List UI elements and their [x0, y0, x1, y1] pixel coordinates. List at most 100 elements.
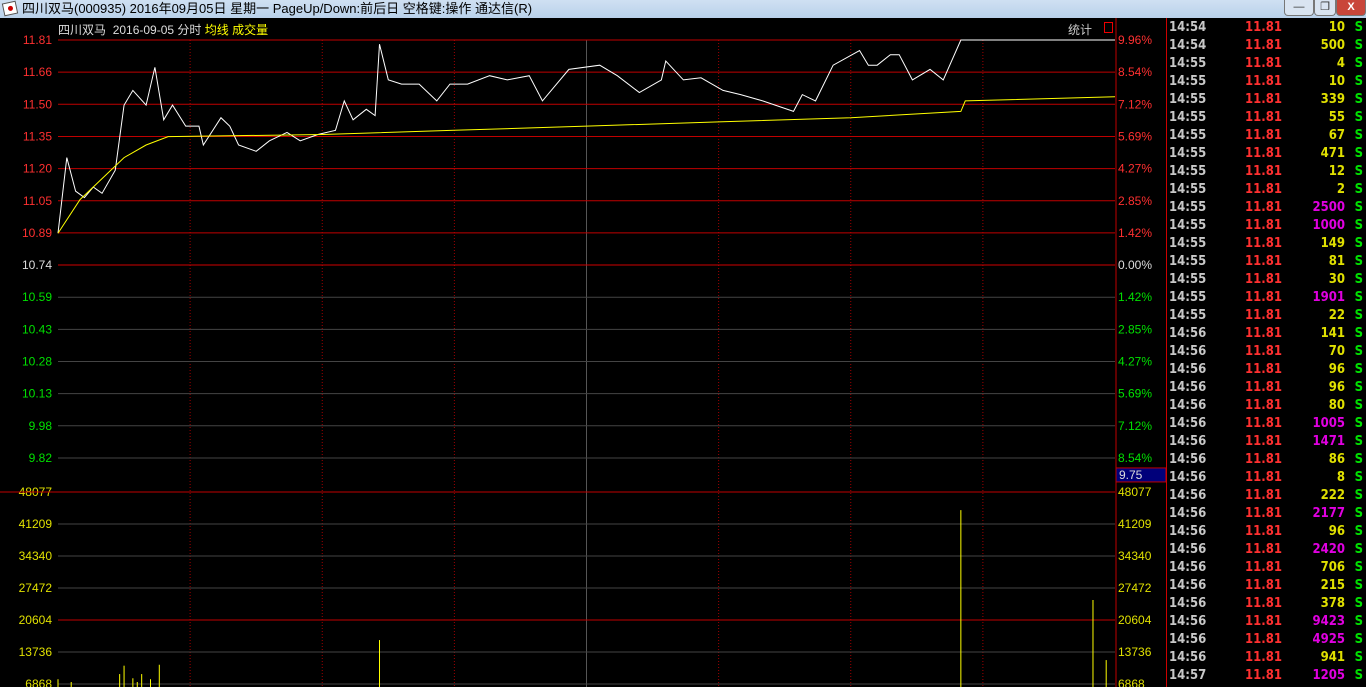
volume-tick-label: 34340 [1118, 549, 1152, 563]
intraday-chart[interactable]: 11.81 9.96% 11.66 8.54% 11.50 7.12% 11.35 5.69%… [0, 18, 1166, 687]
tick-volume: 96 [1328, 380, 1345, 395]
tick-row[interactable]: 14:55 11.81 1901 S [1167, 289, 1366, 307]
price-tick-label: 11.20 [23, 162, 52, 176]
tick-row[interactable]: 14:56 11.81 215 S [1167, 577, 1366, 595]
tick-row[interactable]: 14:56 11.81 1471 S [1167, 433, 1366, 451]
tick-price: 11.81 [1245, 56, 1282, 71]
app-icon [1, 0, 19, 17]
tick-row[interactable]: 14:56 11.81 141 S [1167, 325, 1366, 343]
tick-time: 14:55 [1169, 74, 1207, 89]
price-tick-label: 11.81 [23, 33, 52, 47]
tick-time: 14:56 [1169, 452, 1207, 467]
tick-time: 14:56 [1169, 578, 1207, 593]
tick-row[interactable]: 14:54 11.81 500 S [1167, 37, 1366, 55]
tick-price: 11.81 [1245, 182, 1282, 197]
tick-row[interactable]: 14:55 11.81 4 S [1167, 55, 1366, 73]
tick-price: 11.81 [1245, 524, 1282, 539]
volume-tick-label: 6868 [1118, 677, 1145, 687]
tick-row[interactable]: 14:56 11.81 222 S [1167, 487, 1366, 505]
tick-row[interactable]: 14:56 11.81 96 S [1167, 523, 1366, 541]
tick-side: S [1354, 434, 1363, 449]
tick-row[interactable]: 14:54 11.81 10 S [1167, 19, 1366, 37]
tick-time: 14:56 [1169, 650, 1207, 665]
tick-row[interactable]: 14:56 11.81 706 S [1167, 559, 1366, 577]
window-titlebar: 四川双马(000935) 2016年09月05日 星期一 PageUp/Down… [0, 0, 1366, 18]
tick-row[interactable]: 14:56 11.81 2177 S [1167, 505, 1366, 523]
tick-side: S [1354, 326, 1363, 341]
tick-row[interactable]: 14:55 11.81 1000 S [1167, 217, 1366, 235]
tick-row[interactable]: 14:55 11.81 471 S [1167, 145, 1366, 163]
tick-row[interactable]: 14:56 11.81 86 S [1167, 451, 1366, 469]
tick-side: S [1354, 650, 1363, 665]
pct-tick-label: 8.54% [1118, 65, 1152, 79]
tick-row[interactable]: 14:56 11.81 2420 S [1167, 541, 1366, 559]
tick-side: S [1354, 452, 1363, 467]
tick-row[interactable]: 14:57 11.81 1205 S [1167, 667, 1366, 685]
tick-time: 14:55 [1169, 92, 1207, 107]
tick-side: S [1354, 362, 1363, 377]
volume-tick-label: 41209 [19, 517, 53, 531]
expand-icon[interactable] [1104, 22, 1113, 33]
tick-volume: 12 [1328, 164, 1345, 179]
tick-price: 11.81 [1245, 38, 1282, 53]
tick-side: S [1354, 254, 1363, 269]
restore-button[interactable]: ❐ [1314, 0, 1336, 16]
tick-volume: 2500 [1312, 200, 1345, 215]
pct-tick-label: 7.12% [1118, 97, 1152, 111]
tick-price: 11.81 [1245, 164, 1282, 179]
price-tick-label: 11.50 [23, 97, 52, 111]
tick-volume: 1005 [1312, 416, 1345, 431]
close-button[interactable]: X [1336, 0, 1366, 16]
tick-volume: 81 [1328, 254, 1345, 269]
tick-list[interactable]: 14:54 11.81 10 S 14:54 11.81 500 S 14:55 11.81 4 S 1… [1166, 18, 1366, 687]
tick-volume: 30 [1328, 272, 1345, 287]
tick-time: 14:55 [1169, 218, 1207, 233]
tick-row[interactable]: 14:55 11.81 2500 S [1167, 199, 1366, 217]
tick-row[interactable]: 14:55 11.81 67 S [1167, 127, 1366, 145]
tick-row[interactable]: 14:55 11.81 2 S [1167, 181, 1366, 199]
tick-price: 11.81 [1245, 344, 1282, 359]
tick-row[interactable]: 14:56 11.81 378 S [1167, 595, 1366, 613]
volume-tick-label: 20604 [1118, 613, 1152, 627]
tick-row[interactable]: 14:55 11.81 149 S [1167, 235, 1366, 253]
tick-row[interactable]: 14:55 11.81 30 S [1167, 271, 1366, 289]
tick-row[interactable]: 14:56 11.81 9423 S [1167, 613, 1366, 631]
tick-row[interactable]: 14:56 11.81 1005 S [1167, 415, 1366, 433]
tick-row[interactable]: 14:55 11.81 10 S [1167, 73, 1366, 91]
tick-time: 14:56 [1169, 434, 1207, 449]
tick-price: 11.81 [1245, 272, 1282, 287]
tick-row[interactable]: 14:55 11.81 12 S [1167, 163, 1366, 181]
tick-volume: 8 [1336, 470, 1345, 485]
stats-button[interactable]: 统计 [1068, 23, 1093, 37]
tick-row[interactable]: 14:56 11.81 80 S [1167, 397, 1366, 415]
tick-price: 11.81 [1245, 20, 1282, 35]
price-line [57, 39, 1115, 234]
tick-price: 11.81 [1245, 614, 1282, 629]
volume-label[interactable]: 成交量 [232, 23, 269, 37]
tick-side: S [1354, 74, 1363, 89]
tick-time: 14:56 [1169, 362, 1207, 377]
tick-row[interactable]: 14:55 11.81 339 S [1167, 91, 1366, 109]
tick-row[interactable]: 14:56 11.81 70 S [1167, 343, 1366, 361]
tick-row[interactable]: 14:56 11.81 4925 S [1167, 631, 1366, 649]
tick-volume: 22 [1328, 308, 1345, 323]
tick-row[interactable]: 14:55 11.81 81 S [1167, 253, 1366, 271]
tick-row[interactable]: 14:55 11.81 55 S [1167, 109, 1366, 127]
tick-side: S [1354, 632, 1363, 647]
tick-price: 11.81 [1245, 308, 1282, 323]
tick-volume: 222 [1320, 488, 1345, 503]
tick-price: 11.81 [1245, 416, 1282, 431]
minimize-button[interactable]: — [1284, 0, 1314, 16]
tick-price: 11.81 [1245, 146, 1282, 161]
avg-line-label[interactable]: 均线 [204, 23, 229, 37]
tick-time: 14:55 [1169, 146, 1207, 161]
tick-volume: 378 [1320, 596, 1345, 611]
tick-row[interactable]: 14:56 11.81 96 S [1167, 379, 1366, 397]
tick-row[interactable]: 14:56 11.81 8 S [1167, 469, 1366, 487]
tick-row[interactable]: 14:56 11.81 96 S [1167, 361, 1366, 379]
tick-price: 11.81 [1245, 290, 1282, 305]
price-tick-label: 10.59 [22, 290, 52, 304]
tick-row[interactable]: 14:56 11.81 941 S [1167, 649, 1366, 667]
tick-side: S [1354, 308, 1363, 323]
tick-row[interactable]: 14:55 11.81 22 S [1167, 307, 1366, 325]
